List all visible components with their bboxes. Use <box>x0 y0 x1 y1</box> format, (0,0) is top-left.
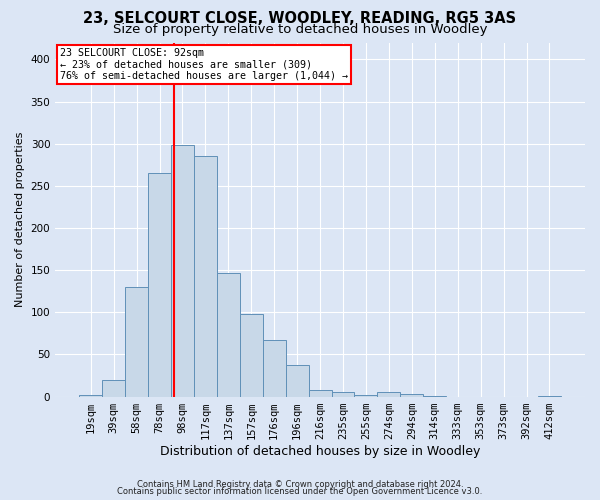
X-axis label: Distribution of detached houses by size in Woodley: Distribution of detached houses by size … <box>160 444 480 458</box>
Bar <box>148 173 171 396</box>
Text: Contains public sector information licensed under the Open Government Licence v3: Contains public sector information licen… <box>118 488 482 496</box>
Bar <box>125 287 148 397</box>
Bar <box>377 392 400 396</box>
Bar <box>400 394 423 396</box>
Bar <box>171 146 194 396</box>
Bar <box>240 314 263 396</box>
Bar <box>102 380 125 396</box>
Bar <box>263 340 286 396</box>
Bar <box>194 156 217 396</box>
Text: Contains HM Land Registry data © Crown copyright and database right 2024.: Contains HM Land Registry data © Crown c… <box>137 480 463 489</box>
Y-axis label: Number of detached properties: Number of detached properties <box>15 132 25 307</box>
Bar <box>308 390 332 396</box>
Bar <box>217 272 240 396</box>
Bar <box>355 395 377 396</box>
Text: 23, SELCOURT CLOSE, WOODLEY, READING, RG5 3AS: 23, SELCOURT CLOSE, WOODLEY, READING, RG… <box>83 11 517 26</box>
Text: Size of property relative to detached houses in Woodley: Size of property relative to detached ho… <box>113 22 487 36</box>
Bar <box>79 395 102 396</box>
Bar <box>332 392 355 396</box>
Text: 23 SELCOURT CLOSE: 92sqm
← 23% of detached houses are smaller (309)
76% of semi-: 23 SELCOURT CLOSE: 92sqm ← 23% of detach… <box>61 48 349 81</box>
Bar <box>286 364 308 396</box>
